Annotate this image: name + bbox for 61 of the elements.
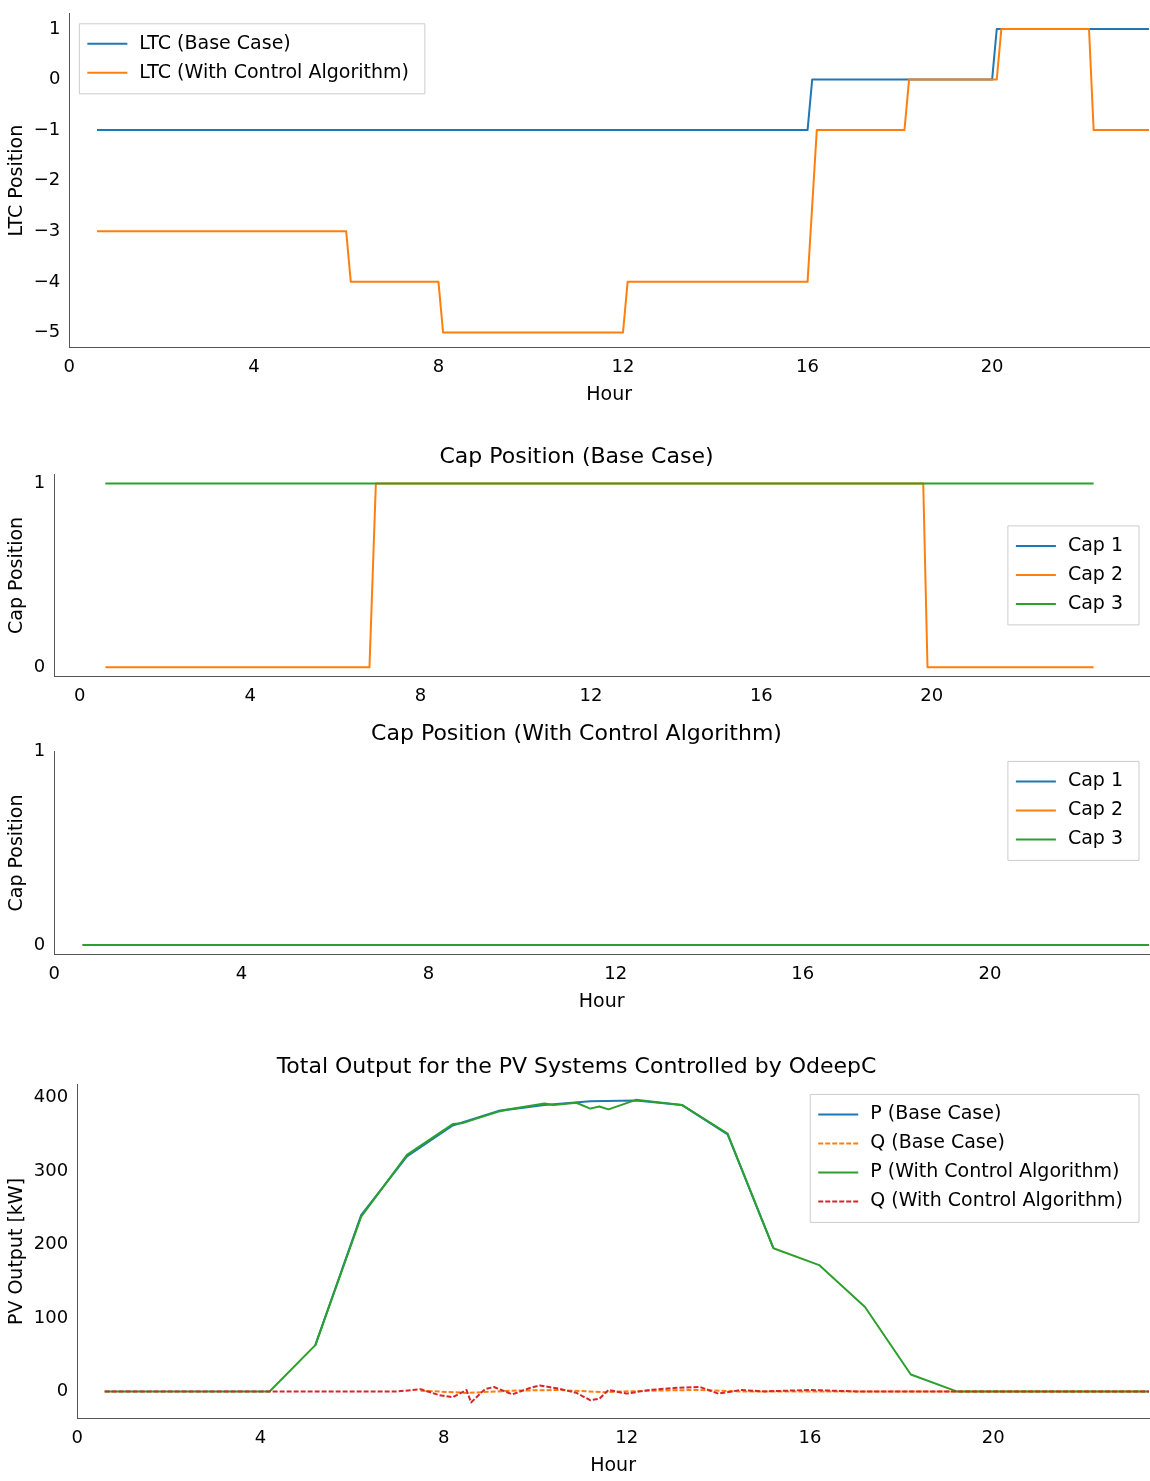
line-series [103, 1384, 1149, 1404]
x-tick-label: 20 [980, 355, 1004, 377]
y-tick-label: 1 [33, 739, 46, 761]
chart-title: Cap Position (With Control Algorithm) [371, 719, 782, 745]
legend-label: Cap 3 [1067, 590, 1124, 613]
legend-label: P (With Control Algorithm) [870, 1159, 1120, 1182]
x-tick-label: 4 [254, 1426, 267, 1448]
x-tick-label: 0 [71, 1426, 83, 1448]
legend-label: LTC (With Control Algorithm) [139, 59, 409, 82]
y-tick-label: −2 [33, 168, 61, 190]
x-tick-label: 12 [615, 1426, 639, 1448]
x-axis-title: Hour [578, 988, 625, 1011]
legend-label: Cap 2 [1067, 797, 1124, 820]
legend-label: Q (Base Case) [870, 1130, 1005, 1153]
y-axis-title: LTC Position [4, 124, 27, 237]
x-tick-label: 20 [978, 962, 1002, 984]
y-tick-label: −1 [33, 117, 61, 139]
x-tick-label: 16 [798, 1426, 822, 1448]
y-tick-label: 1 [33, 471, 46, 493]
legend-label: P (Base Case) [870, 1101, 1002, 1124]
x-tick-label: 12 [579, 683, 603, 705]
x-tick-label: 12 [604, 962, 628, 984]
chart-title: Cap Position (Base Case) [439, 442, 714, 468]
y-axis-title: Cap Position [4, 794, 27, 912]
x-tick-label: 16 [796, 355, 820, 377]
y-tick-label: 400 [33, 1085, 69, 1107]
legend-label: Cap 1 [1067, 532, 1124, 555]
y-axis-title: Cap Position [4, 516, 27, 634]
legend-label: LTC (Base Case) [139, 30, 291, 53]
y-axis-title: PV Output [kW] [4, 1177, 27, 1326]
y-tick-label: 300 [33, 1158, 69, 1180]
y-tick-label: 0 [33, 654, 46, 676]
x-tick-label: 4 [244, 683, 256, 705]
y-tick-label: 100 [33, 1305, 69, 1327]
x-tick-label: 12 [611, 355, 635, 377]
x-tick-label: 8 [432, 355, 445, 377]
legend-label: Cap 3 [1067, 826, 1124, 849]
x-tick-label: 8 [437, 1426, 450, 1448]
y-tick-label: −5 [33, 320, 61, 342]
x-tick-label: 8 [414, 683, 427, 705]
x-tick-label: 8 [422, 962, 435, 984]
x-tick-label: 4 [248, 355, 260, 377]
x-tick-label: 20 [981, 1426, 1005, 1448]
x-tick-label: 4 [235, 962, 248, 984]
y-tick-label: 0 [48, 67, 61, 89]
y-tick-label: −4 [33, 269, 61, 291]
y-tick-label: −3 [33, 218, 61, 240]
x-axis-title: Hour [590, 1452, 637, 1475]
x-tick-label: 0 [74, 683, 86, 705]
x-tick-label: 16 [791, 962, 815, 984]
x-axis-title: Hour [586, 381, 633, 404]
x-tick-label: 16 [749, 683, 773, 705]
x-tick-label: 20 [920, 683, 944, 705]
y-tick-label: 0 [56, 1379, 69, 1401]
legend-label: Cap 2 [1067, 561, 1124, 584]
chart-title: Total Output for the PV Systems Controlled by OdeepC [275, 1052, 877, 1078]
y-tick-label: 200 [33, 1232, 69, 1254]
y-tick-label: 1 [48, 16, 61, 38]
legend-label: Q (With Control Algorithm) [870, 1188, 1124, 1211]
y-tick-label: 0 [33, 932, 46, 954]
legend-label: Cap 1 [1067, 768, 1124, 791]
